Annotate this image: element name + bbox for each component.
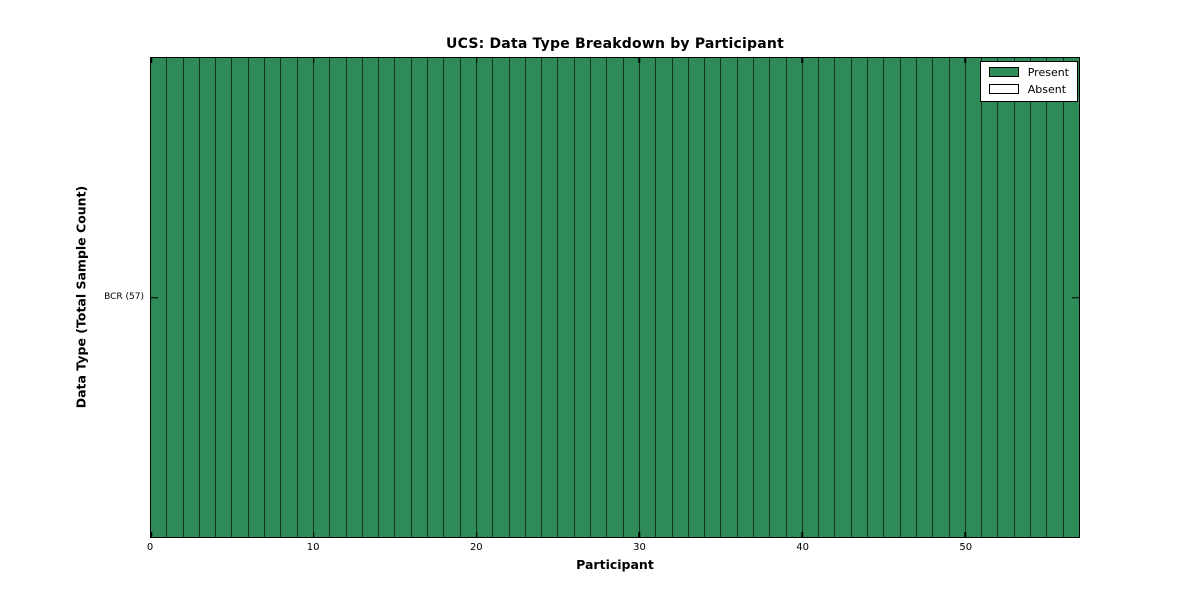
cell-participant-0	[151, 58, 168, 537]
cell-participant-35	[721, 58, 738, 537]
cell-participant-21	[493, 58, 510, 537]
cell-participant-18	[444, 58, 461, 537]
cell-participant-37	[753, 58, 771, 537]
y-tick-mark-right	[1072, 296, 1079, 299]
x-tick-label-10: 10	[306, 542, 320, 553]
y-tick-label-bcr: BCR (57)	[104, 292, 144, 302]
cell-participant-12	[346, 58, 363, 537]
cell-participant-17	[428, 58, 445, 537]
cell-participant-10	[313, 58, 331, 537]
legend: Present Absent	[979, 60, 1078, 102]
cell-participant-6	[248, 58, 266, 537]
x-tick-mark-top-40	[801, 58, 803, 63]
cell-participant-30	[639, 58, 657, 537]
cell-participant-53	[1014, 58, 1032, 537]
cell-participant-52	[998, 58, 1015, 537]
legend-entry-present: Present	[988, 65, 1069, 79]
cell-participant-9	[297, 58, 314, 537]
cell-participant-50	[965, 58, 983, 537]
plot-area: Present Absent	[150, 57, 1080, 538]
cell-participant-38	[770, 58, 787, 537]
cell-participant-39	[786, 58, 803, 537]
x-tick-mark-top-30	[638, 58, 641, 63]
cell-participant-29	[623, 58, 640, 537]
cell-participant-32	[672, 58, 689, 537]
cell-participant-47	[916, 58, 934, 537]
x-tick-mark-bottom-10	[313, 532, 315, 537]
x-tick-mark-bottom-0	[150, 532, 152, 537]
cell-participant-31	[656, 58, 673, 537]
cell-participant-34	[705, 58, 722, 537]
cell-participant-51	[982, 58, 999, 537]
cell-participant-13	[362, 58, 380, 537]
cell-participant-26	[574, 58, 592, 537]
cell-participant-3	[199, 58, 217, 537]
cell-participant-54	[1031, 58, 1048, 537]
x-tick-mark-bottom-40	[801, 532, 803, 537]
cell-participant-2	[183, 58, 200, 537]
cell-participant-33	[688, 58, 706, 537]
x-tick-mark-bottom-50	[964, 532, 966, 537]
cell-participant-40	[802, 58, 820, 537]
cell-participant-48	[933, 58, 950, 537]
cell-participant-43	[851, 58, 869, 537]
cell-participant-1	[167, 58, 184, 537]
cell-participant-36	[737, 58, 754, 537]
x-tick-label-20: 20	[469, 542, 483, 553]
cell-participant-4	[216, 58, 233, 537]
cell-participant-56	[1063, 58, 1079, 537]
x-tick-label-50: 50	[959, 542, 973, 553]
cell-participant-25	[558, 58, 575, 537]
cell-participant-7	[265, 58, 282, 537]
present-swatch	[988, 67, 1019, 77]
x-tick-mark-top-50	[964, 58, 966, 63]
y-tick-mark-left	[151, 296, 158, 299]
cell-participant-11	[330, 58, 347, 537]
cell-participant-5	[232, 58, 249, 537]
cell-participant-8	[281, 58, 298, 537]
cell-participant-45	[884, 58, 901, 537]
cell-participant-46	[900, 58, 917, 537]
heatmap-row-bcr	[151, 58, 1079, 537]
cell-participant-20	[476, 58, 494, 537]
chart-title: UCS: Data Type Breakdown by Participant	[446, 36, 784, 52]
x-tick-mark-bottom-30	[638, 532, 641, 537]
x-tick-mark-bottom-20	[475, 532, 478, 537]
cell-participant-24	[542, 58, 559, 537]
legend-label-absent: Absent	[1027, 82, 1067, 96]
legend-entry-absent: Absent	[988, 82, 1069, 96]
cell-participant-49	[949, 58, 966, 537]
cell-participant-14	[379, 58, 396, 537]
cell-participant-19	[460, 58, 477, 537]
x-tick-mark-top-20	[475, 58, 478, 63]
cell-participant-16	[411, 58, 429, 537]
x-axis-label: Participant	[576, 557, 654, 572]
x-tick-mark-top-10	[313, 58, 315, 63]
x-tick-label-40: 40	[796, 542, 809, 553]
cell-participant-28	[607, 58, 624, 537]
cell-participant-23	[525, 58, 543, 537]
cell-participant-27	[591, 58, 608, 537]
absent-swatch	[988, 84, 1019, 94]
cell-participant-41	[819, 58, 836, 537]
legend-label-present: Present	[1027, 65, 1069, 79]
cell-participant-15	[395, 58, 412, 537]
cell-participant-22	[509, 58, 526, 537]
cell-participant-42	[835, 58, 852, 537]
x-tick-label-30: 30	[633, 542, 646, 553]
x-tick-mark-top-0	[150, 58, 152, 63]
cell-participant-44	[868, 58, 885, 537]
cell-participant-55	[1047, 58, 1064, 537]
x-tick-label-0: 0	[146, 542, 154, 553]
